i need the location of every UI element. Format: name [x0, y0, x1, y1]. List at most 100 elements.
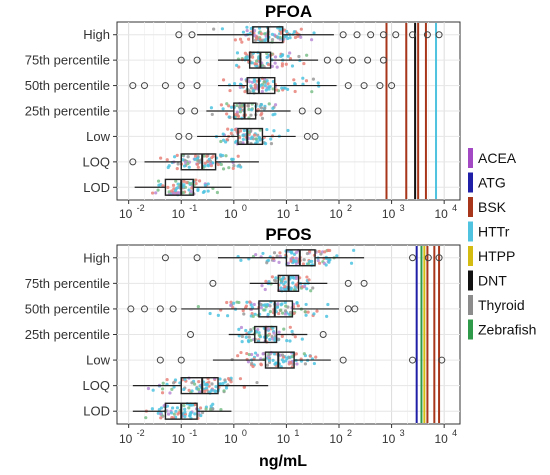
- jitter-point: [286, 87, 290, 91]
- jitter-point: [168, 391, 172, 395]
- jitter-point: [276, 302, 280, 306]
- legend-label: HTTr: [478, 224, 510, 240]
- jitter-point: [249, 338, 253, 342]
- jitter-point: [275, 254, 279, 258]
- jitter-point: [277, 330, 281, 334]
- jitter-point: [260, 89, 264, 94]
- jitter-point: [295, 301, 299, 305]
- jitter-point: [294, 283, 298, 287]
- jitter-point: [255, 37, 259, 41]
- outlier-point: [344, 305, 352, 313]
- jitter-point: [186, 161, 190, 166]
- jitter-point: [172, 412, 176, 416]
- outlier-point: [188, 31, 196, 39]
- jitter-point: [310, 90, 314, 94]
- x-tick-label: 10: [172, 432, 186, 446]
- jitter-point: [207, 380, 211, 384]
- jitter-point: [214, 389, 218, 394]
- jitter-point: [249, 328, 253, 332]
- jitter-point: [263, 84, 267, 88]
- jitter-point: [262, 32, 267, 36]
- jitter-point: [246, 360, 251, 364]
- jitter-point: [255, 353, 260, 357]
- jitter-point: [249, 303, 253, 307]
- jitter-point: [240, 103, 244, 108]
- legend-swatch: [468, 172, 473, 193]
- jitter-point: [172, 155, 177, 159]
- jitter-point: [253, 83, 257, 88]
- jitter-point: [277, 260, 281, 265]
- jitter-point: [247, 37, 251, 41]
- jitter-point: [267, 102, 271, 106]
- jitter-point: [166, 412, 171, 416]
- jitter-point: [290, 329, 294, 334]
- jitter-point: [245, 351, 249, 356]
- jitter-point: [227, 378, 232, 382]
- box: [180, 377, 219, 395]
- category-label: High: [83, 250, 110, 265]
- jitter-point: [166, 185, 170, 190]
- x-tick-exponent: -1: [189, 203, 197, 213]
- jitter-point: [352, 248, 356, 252]
- jitter-point: [170, 387, 174, 392]
- jitter-point: [171, 183, 176, 187]
- jitter-point: [293, 89, 297, 94]
- jitter-point: [225, 112, 229, 116]
- jitter-point: [189, 411, 193, 415]
- box: [264, 351, 295, 369]
- jitter-point: [249, 352, 254, 357]
- jitter-point: [268, 309, 273, 314]
- jitter-point: [288, 51, 292, 55]
- jitter-point: [187, 406, 191, 410]
- jitter-point: [224, 386, 229, 390]
- jitter-point: [276, 35, 280, 39]
- outlier-point: [319, 331, 327, 338]
- x-tick-exponent: 0: [242, 203, 247, 213]
- jitter-point: [235, 51, 240, 55]
- jitter-point: [254, 59, 259, 63]
- jitter-point: [272, 278, 277, 282]
- jitter-point: [273, 338, 277, 342]
- jitter-point: [171, 381, 176, 385]
- jitter-point: [219, 162, 223, 167]
- jitter-point: [234, 113, 238, 117]
- jitter-point: [304, 302, 308, 307]
- outlier-point: [193, 56, 201, 64]
- outlier-point: [169, 305, 177, 313]
- jitter-point: [259, 362, 263, 366]
- jitter-point: [271, 326, 275, 330]
- jitter-point: [167, 164, 171, 168]
- legend-swatch: [468, 197, 473, 217]
- jitter-point: [262, 80, 266, 84]
- jitter-point: [235, 63, 239, 67]
- jitter-point: [208, 159, 213, 163]
- jitter-point: [284, 62, 288, 66]
- jitter-point: [252, 79, 257, 84]
- jitter-point: [241, 30, 246, 34]
- legend-swatch: [468, 295, 473, 315]
- jitter-point: [231, 166, 235, 170]
- jitter-point: [275, 305, 280, 309]
- jitter-point: [227, 166, 231, 170]
- jitter-point: [159, 156, 163, 160]
- jitter-point: [263, 106, 267, 110]
- jitter-point: [249, 108, 254, 112]
- jitter-point: [317, 261, 322, 265]
- jitter-point: [272, 352, 276, 356]
- jitter-point: [274, 88, 279, 92]
- jitter-point: [255, 64, 259, 69]
- outlier-point: [435, 31, 443, 39]
- jitter-point: [289, 257, 293, 261]
- jitter-point: [229, 131, 233, 135]
- outlier-point: [435, 254, 443, 262]
- jitter-point: [259, 32, 263, 36]
- jitter-point: [265, 127, 269, 132]
- jitter-point: [277, 337, 281, 341]
- jitter-point: [316, 81, 320, 85]
- jitter-point: [295, 362, 299, 366]
- jitter-point: [273, 362, 277, 366]
- jitter-point: [246, 104, 250, 108]
- jitter-point: [242, 312, 246, 316]
- jitter-point: [241, 137, 245, 141]
- jitter-point: [286, 261, 291, 265]
